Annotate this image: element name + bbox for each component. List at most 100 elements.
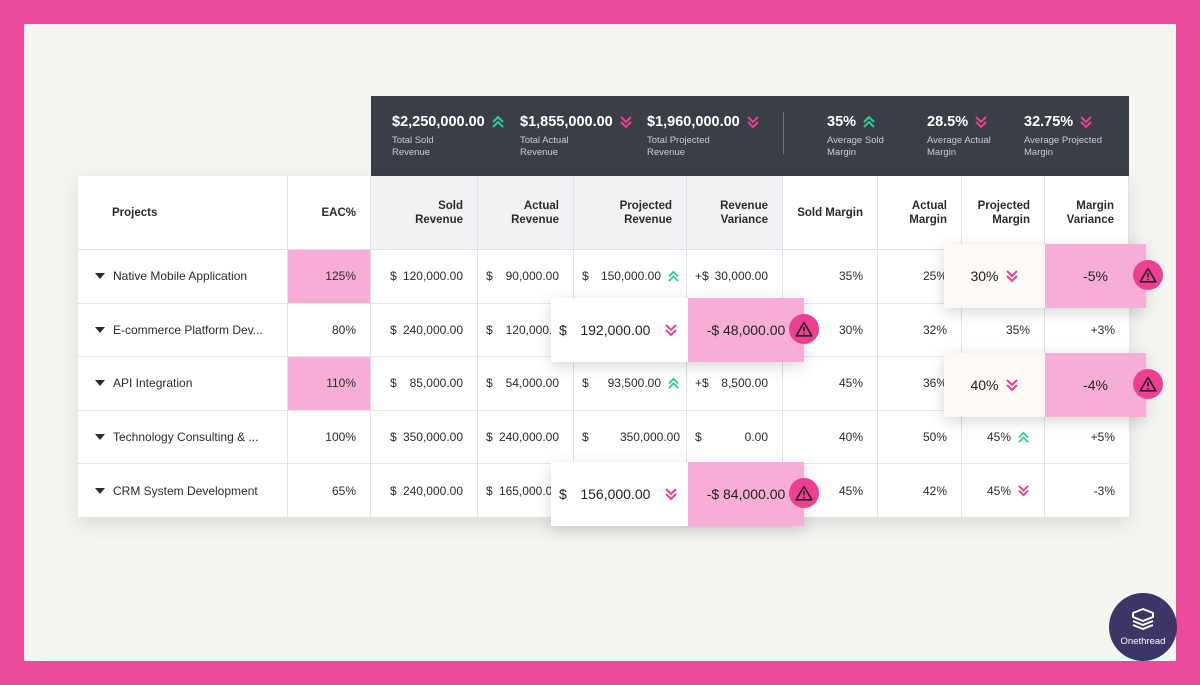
project-name-cell[interactable]: CRM System Development [78,464,288,518]
stat-value: 32.75% [1024,114,1074,130]
actual-revenue-cell: $240,000.00 [478,410,574,465]
variance-prefix: $ [695,430,702,445]
expand-caret-icon[interactable] [95,273,105,280]
column-header-label: Revenue Variance [720,199,768,226]
margin-variance-value: +5% [1090,430,1115,445]
expand-caret-icon[interactable] [95,326,105,333]
sold-margin-value: 45% [838,483,863,498]
callout-margin-value: 40% [970,377,999,393]
stat-label: Total Sold Revenue [392,135,434,158]
sold-margin-cell: 40% [783,410,878,465]
chevron-down-icon [1017,484,1030,497]
expand-caret-icon[interactable] [95,380,105,387]
total-actual-revenue: $1,855,000.00 Total Actual Revenue [520,114,633,159]
project-name-cell[interactable]: E-commerce Platform Dev... [78,303,288,358]
warning-icon[interactable] [1133,260,1163,290]
expand-caret-icon[interactable] [95,434,105,441]
currency-symbol: $ [486,483,493,498]
revenue-variance-cell: +$ 30,000.00 [687,250,783,304]
column-header-label: Actual Margin [909,199,947,226]
projected-revenue-wrap: 93,500.00 [608,376,680,390]
margin-variance-cell: +5% [1045,411,1129,465]
projected-margin-cell: 45% [962,464,1045,518]
project-name-cell[interactable]: Technology Consulting & ... [78,410,288,465]
currency-symbol: $ [582,269,589,284]
column-header: Projects [78,176,288,250]
chevron-up-icon [1017,431,1030,444]
total-sold-revenue: $2,250,000.00 Total Sold Revenue [392,114,505,159]
stat-value: $1,960,000.00 [647,114,740,130]
chevron-down-icon [1005,378,1019,392]
callout-variance: -$ 84,000.00 [688,462,804,526]
stat-label: Total Projected Revenue [647,135,710,158]
projected-margin-value: 45% [986,430,1011,445]
column-header: Margin Variance [1045,176,1129,250]
projected-revenue-wrap: 350,000.00 [620,430,680,444]
callout-margin-value: 30% [970,268,999,284]
project-name-cell[interactable]: Native Mobile Application [78,250,288,304]
column-header-label: Projected Revenue [619,199,672,226]
callout-projected-value: 156,000.00 [580,486,651,502]
stat-value: 35% [827,114,857,130]
eac-value: 100% [325,430,356,445]
variance-prefix: +$ [695,376,709,391]
projected-revenue-value: 150,000.00 [600,269,661,284]
expand-caret-icon[interactable] [95,487,105,494]
eac-value: 65% [331,483,356,498]
sold-margin-value: 40% [838,430,863,445]
column-header-label: Projects [112,206,158,219]
warning-icon[interactable] [789,478,819,508]
column-header: Projected Revenue [574,176,687,250]
projected-revenue-cell: $350,000.00 [574,410,687,465]
sold-revenue-cell: $240,000.00 [371,464,478,518]
currency-symbol: $ [486,376,493,391]
projected-margin-value: 45% [986,483,1011,498]
chevron-down-icon [664,323,678,337]
stat-label: Average Sold Margin [827,135,884,158]
actual-margin-value: 32% [922,322,947,337]
project-name: API Integration [113,376,193,391]
stat-label: Total Actual Revenue [520,135,569,158]
sold-margin-value: 45% [838,376,863,391]
project-name: Native Mobile Application [113,269,248,284]
currency-symbol: $ [582,430,589,445]
callout-margin: 30% [944,244,1045,308]
eac-value: 110% [326,376,356,391]
sold-revenue-value: 240,000.00 [402,322,463,337]
projected-revenue-cell: $150,000.00 [574,250,687,304]
actual-revenue-value: 120,000.0 [505,322,559,337]
eac-cell: 80% [288,303,371,358]
sold-margin-cell: 45% [783,357,878,411]
callout-variance-value: -$ 48,000.00 [706,322,786,338]
projected-margin-value: 35% [1005,322,1030,337]
column-header: Revenue Variance [687,176,783,250]
warning-icon[interactable] [789,314,819,344]
sold-margin-value: 30% [838,322,863,337]
currency-symbol: $ [390,430,397,445]
total-projected-revenue: $1,960,000.00 Total Projected Revenue [647,114,760,159]
column-header-label: Sold Revenue [415,199,463,226]
projected-revenue-cell: $93,500.00 [574,357,687,411]
sold-revenue-value: 85,000.00 [409,376,463,391]
currency-symbol: $ [486,269,493,284]
actual-margin-value: 25% [922,269,947,284]
actual-revenue-value: 240,000.00 [498,430,559,445]
warning-icon[interactable] [1133,369,1163,399]
column-header-label: Sold Margin [797,206,863,219]
currency-symbol: $ [582,376,589,391]
projected-revenue-value: 93,500.00 [607,376,661,391]
callout-variance: -$ 48,000.00 [688,298,804,362]
sold-revenue-value: 350,000.00 [402,430,463,445]
column-header-label: Projected Margin [977,199,1030,226]
column-header: Actual Margin [878,176,962,250]
currency-symbol: $ [486,430,493,445]
project-name: Technology Consulting & ... [113,430,259,445]
callout-margin-variance: -5% [1045,244,1146,308]
project-name-cell[interactable]: API Integration [78,357,288,411]
sold-revenue-value: 240,000.00 [402,483,463,498]
eac-cell: 100% [288,410,371,465]
actual-revenue-cell: $90,000.00 [478,250,574,304]
margin-variance-value: -3% [1093,483,1115,498]
variance-prefix: +$ [695,269,709,284]
chevron-down-icon [974,115,988,129]
